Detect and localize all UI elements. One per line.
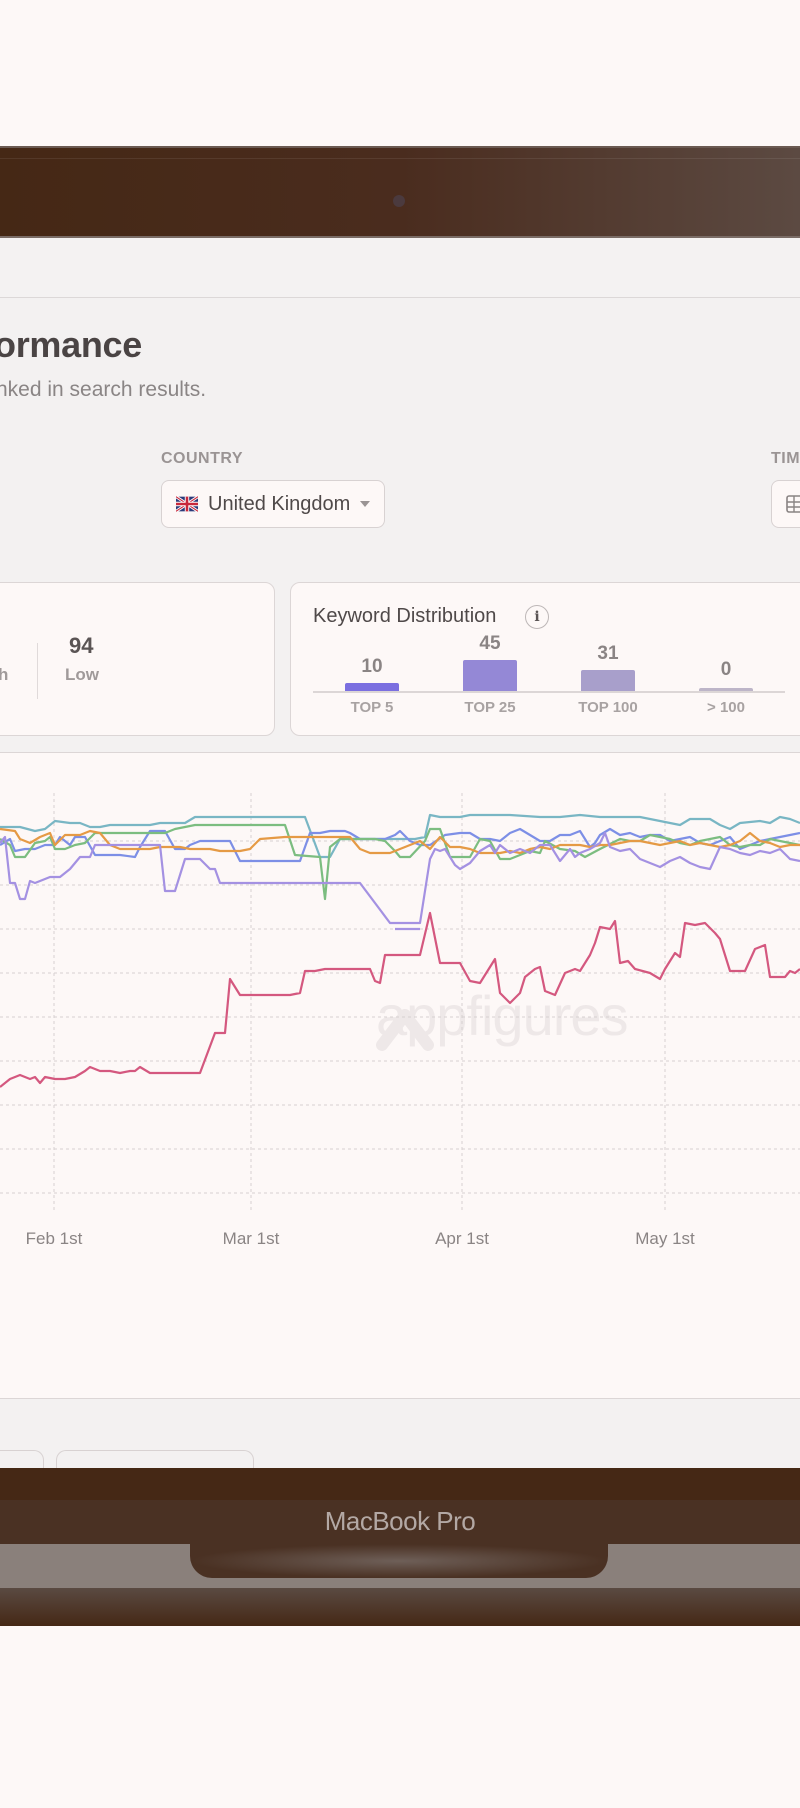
ranking-chart-panel: appfigures [0, 752, 800, 1399]
laptop-notch [190, 1544, 608, 1578]
laptop-top-bezel [0, 146, 800, 238]
keyword-summary-card: h 94 Low [0, 582, 275, 736]
divider [37, 643, 38, 699]
laptop-bottom-bezel: MacBook Pro [0, 1468, 800, 1626]
calendar-grid-icon [786, 495, 800, 513]
bar-label: > 100 [707, 699, 745, 716]
appfigures-logo-icon [376, 1009, 434, 1051]
time-range-button[interactable] [771, 480, 800, 528]
stat-low-label: Low [65, 665, 99, 684]
country-select-value: United Kingdom [208, 492, 351, 515]
bar-over100: 0 > 100 [699, 583, 753, 716]
bar-label: TOP 25 [464, 699, 516, 716]
bar-fill [345, 683, 399, 691]
ranking-line-chart[interactable] [0, 753, 800, 1273]
bar-label: TOP 100 [578, 699, 638, 716]
x-tick-may: May 1st [635, 1229, 695, 1248]
bar-top25: 45 TOP 25 [463, 583, 517, 716]
country-label: COUNTRY [161, 450, 244, 467]
uk-flag-icon [176, 496, 198, 512]
bar-fill [581, 670, 635, 691]
page-title: ormance [0, 324, 142, 365]
bottom-tab-2[interactable] [56, 1450, 254, 1468]
app-top-bar [0, 238, 800, 298]
bar-value: 45 [479, 633, 501, 654]
keyword-distribution-card: Keyword Distribution i 10 TOP 5 45 TOP 2… [290, 582, 800, 736]
bar-value: 0 [720, 659, 732, 680]
x-tick-mar: Mar 1st [222, 1229, 280, 1248]
stat-low-value: 94 [69, 633, 94, 658]
app-screen: ormance nked in search results. COUNTRY … [0, 238, 800, 1468]
bar-top100: 31 TOP 100 [578, 583, 638, 716]
chevron-down-icon [360, 501, 371, 507]
keyword-distribution-title: Keyword Distribution [313, 605, 497, 627]
time-label: TIM [771, 450, 800, 467]
bar-label: TOP 5 [350, 699, 394, 716]
stat-label-partial: h [0, 665, 9, 684]
bar-fill [699, 688, 753, 691]
x-tick-apr: Apr 1st [435, 1229, 489, 1248]
x-tick-feb: Feb 1st [25, 1229, 83, 1248]
page-subtitle: nked in search results. [0, 378, 207, 401]
bar-fill [463, 660, 517, 691]
distribution-baseline [313, 691, 785, 693]
bar-value: 31 [597, 643, 619, 664]
bar-value: 10 [361, 656, 383, 677]
bar-top5: 10 TOP 5 [345, 583, 399, 716]
info-icon[interactable]: i [525, 605, 549, 629]
device-label: MacBook Pro [324, 1506, 476, 1536]
bottom-tab-1[interactable] [0, 1450, 44, 1468]
country-select[interactable]: United Kingdom [161, 480, 385, 528]
camera-icon [393, 195, 405, 207]
